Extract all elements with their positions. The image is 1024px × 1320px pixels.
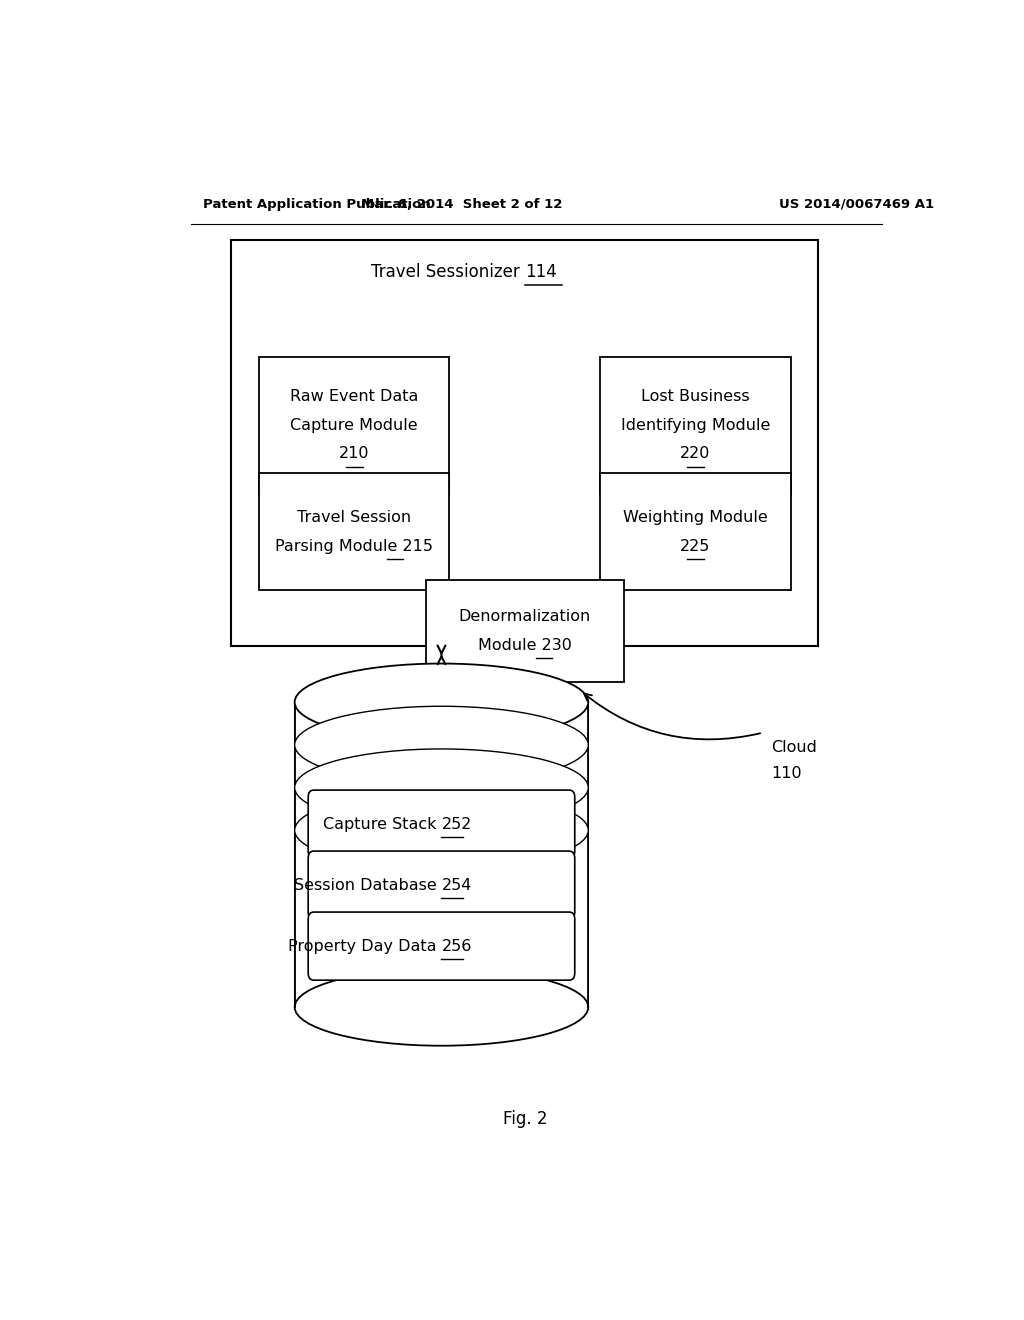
- Bar: [600, 474, 791, 590]
- Text: Weighting Module: Weighting Module: [623, 511, 768, 525]
- Text: Parsing Module 215: Parsing Module 215: [275, 539, 433, 553]
- Bar: [231, 240, 818, 647]
- Text: Travel Session: Travel Session: [297, 511, 412, 525]
- Text: Data Store: Data Store: [350, 810, 441, 825]
- FancyBboxPatch shape: [308, 851, 574, 919]
- Text: 254: 254: [441, 878, 472, 892]
- Ellipse shape: [295, 664, 588, 741]
- Text: Capture Module: Capture Module: [291, 417, 418, 433]
- FancyBboxPatch shape: [308, 912, 574, 981]
- Text: 114: 114: [524, 263, 557, 281]
- Bar: [600, 356, 791, 494]
- Text: Cloud: Cloud: [771, 741, 817, 755]
- Text: 110: 110: [771, 766, 802, 781]
- Ellipse shape: [295, 706, 588, 784]
- Text: Mar. 6, 2014  Sheet 2 of 12: Mar. 6, 2014 Sheet 2 of 12: [360, 198, 562, 211]
- Bar: [259, 356, 450, 494]
- Text: Capture Stack: Capture Stack: [323, 817, 441, 832]
- Text: US 2014/0067469 A1: US 2014/0067469 A1: [778, 198, 934, 211]
- Ellipse shape: [295, 969, 588, 1045]
- Text: Patent Application Publication: Patent Application Publication: [204, 198, 431, 211]
- Bar: [295, 702, 589, 1007]
- Text: Module 230: Module 230: [478, 638, 571, 653]
- Text: 220: 220: [680, 446, 711, 461]
- Text: 225: 225: [680, 539, 711, 553]
- Text: 210: 210: [339, 446, 370, 461]
- Bar: [426, 581, 624, 682]
- Text: Fig. 2: Fig. 2: [503, 1110, 547, 1127]
- Text: Travel Sessionizer: Travel Sessionizer: [371, 263, 524, 281]
- Text: Property Day Data: Property Day Data: [288, 939, 441, 953]
- Text: Denormalization: Denormalization: [459, 610, 591, 624]
- Text: Session Database: Session Database: [294, 878, 441, 892]
- Text: Identifying Module: Identifying Module: [621, 417, 770, 433]
- Text: 252: 252: [441, 817, 472, 832]
- Ellipse shape: [295, 748, 588, 826]
- Text: 250: 250: [441, 810, 472, 825]
- Bar: [259, 474, 450, 590]
- Text: 256: 256: [441, 939, 472, 953]
- Text: Lost Business: Lost Business: [641, 389, 750, 404]
- Ellipse shape: [295, 792, 588, 869]
- Text: Raw Event Data: Raw Event Data: [290, 389, 419, 404]
- FancyBboxPatch shape: [308, 791, 574, 858]
